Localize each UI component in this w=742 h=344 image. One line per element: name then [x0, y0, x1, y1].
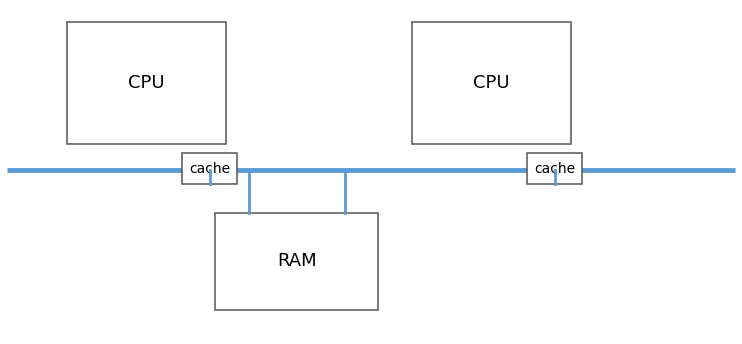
Text: CPU: CPU — [473, 74, 510, 93]
FancyBboxPatch shape — [527, 153, 582, 184]
Text: cache: cache — [534, 162, 575, 175]
Text: RAM: RAM — [277, 252, 317, 270]
Text: cache: cache — [189, 162, 230, 175]
FancyBboxPatch shape — [182, 153, 237, 184]
Text: CPU: CPU — [128, 74, 165, 93]
FancyBboxPatch shape — [412, 22, 571, 144]
FancyBboxPatch shape — [215, 213, 378, 310]
FancyBboxPatch shape — [67, 22, 226, 144]
